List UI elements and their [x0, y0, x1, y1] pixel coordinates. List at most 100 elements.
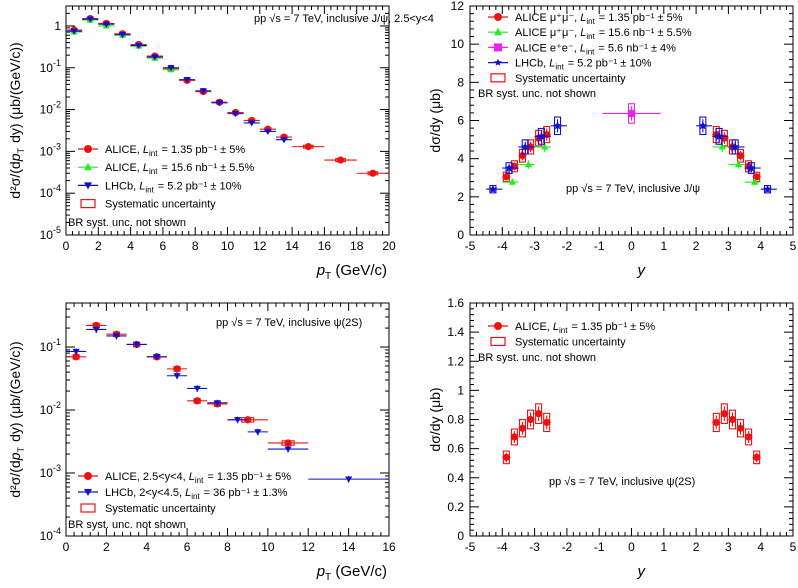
x-axis-label: pT (GeV/c)	[316, 262, 387, 282]
y-tick-label: 0.4	[447, 471, 464, 485]
x-tick-label: 3	[725, 239, 732, 253]
legend-label: BR syst. unc. not shown	[68, 217, 186, 229]
x-tick-label: -2	[562, 540, 573, 554]
data-point	[92, 326, 100, 334]
y-tick-label: 10-5	[40, 225, 61, 242]
x-tick-label: 2	[95, 239, 102, 253]
x-tick-label: 20	[382, 239, 396, 253]
x-tick-label: 2	[693, 239, 700, 253]
y-tick-label: 0.6	[447, 442, 464, 456]
data-point	[502, 173, 510, 181]
legend-label: BR syst. unc. not shown	[68, 519, 186, 531]
data-point	[747, 163, 756, 172]
x-axis-label: pT (GeV/c)	[316, 563, 387, 583]
series-lhcb	[66, 326, 389, 483]
y-tick-label: 1.2	[447, 354, 464, 368]
series-lhcb	[486, 116, 777, 194]
legend: ALICE μ⁺μ⁻, Lint = 1.35 pb⁻¹ ± 5%ALICE μ…	[478, 12, 692, 100]
legend-marker-circle	[84, 472, 92, 480]
legend-label: Systematic uncertainty	[515, 337, 626, 349]
x-tick-label: 14	[342, 540, 356, 554]
data-point	[193, 397, 201, 405]
legend-marker-systematic	[490, 336, 506, 347]
data-point	[213, 400, 222, 407]
x-tick-label: 0	[628, 540, 635, 554]
data-point	[284, 439, 292, 447]
x-tick-label: 12	[302, 540, 316, 554]
data-point	[280, 137, 288, 144]
legend-marker-tri-down	[84, 489, 92, 496]
data-point	[118, 32, 127, 39]
y-axis-label: d²σ/(dpT dy) (μb/(GeV/c))	[7, 341, 26, 497]
x-tick-label: 4	[127, 239, 134, 253]
legend-label: LHCb, 2<y<4.5, Lint = 36 pb⁻¹ ± 1.3%	[105, 487, 288, 501]
data-point	[750, 178, 759, 185]
data-point	[173, 373, 181, 380]
data-point	[151, 54, 159, 61]
data-point	[72, 348, 80, 356]
legend-marker-triangle	[494, 27, 502, 36]
data-point	[133, 341, 141, 349]
data-point	[183, 77, 191, 84]
legend: ALICE, 2.5<y<4, Lint = 1.35 pb⁻¹ ± 5% LHC…	[68, 471, 291, 531]
y-axis-label: dσ/dy (μb)	[427, 88, 443, 152]
series-alice-ee	[602, 103, 661, 124]
data-point	[173, 365, 181, 373]
series-alice-mumu-15-6-nb-1	[502, 141, 761, 186]
legend-marker-circle	[84, 145, 92, 153]
legend-marker-star	[494, 58, 502, 66]
data-point	[248, 120, 256, 127]
data-point	[231, 111, 240, 118]
x-tick-label: 14	[285, 239, 299, 253]
data-point	[284, 446, 292, 453]
y-tick-label: 4	[457, 152, 464, 166]
y-tick-label: 1	[457, 383, 464, 397]
x-tick-label: 12	[253, 239, 267, 253]
x-tick-label: 0	[63, 239, 70, 253]
y-tick-label: 12	[451, 0, 465, 13]
data-point	[199, 88, 207, 95]
chart-psi2s_pt: 0 2 4 6 8 10 12 14 16 10-1 10-2 10-3 10-4 pT (GeV/c) d…	[7, 302, 396, 583]
legend-marker-systematic	[490, 73, 506, 83]
data-point	[70, 28, 78, 35]
x-tick-label: -3	[529, 239, 540, 253]
y-tick-label: 10	[451, 37, 465, 51]
legend-marker-systematic	[80, 199, 96, 209]
x-axis-label: y	[636, 262, 646, 279]
data-point	[504, 163, 514, 172]
data-point	[744, 433, 753, 441]
data-point	[153, 354, 161, 361]
x-tick-label: 16	[382, 540, 396, 554]
data-point	[698, 121, 708, 130]
legend-label: LHCb, Lint = 5.2 pb⁻¹ ± 10%	[515, 58, 652, 72]
x-tick-label: -5	[465, 540, 476, 554]
annotation: pp √s = 7 TeV, inclusive ψ(2S)	[216, 317, 362, 329]
data-point	[233, 417, 242, 424]
data-point	[254, 429, 262, 436]
legend-label: ALICE, 2.5<y<4, Lint = 1.35 pb⁻¹ ± 5%	[105, 471, 291, 485]
data-point	[112, 333, 121, 340]
annotation: pp √s = 7 TeV, inclusive ψ(2S)	[549, 476, 695, 488]
legend-marker-triangle	[84, 162, 92, 171]
data-point	[543, 418, 551, 427]
data-point	[714, 131, 724, 140]
data-point	[718, 142, 726, 150]
series-lhcb	[66, 16, 293, 144]
data-point	[736, 424, 745, 432]
series-alice-15-6-nb-1	[66, 16, 180, 73]
legend-label: Systematic uncertainty	[515, 73, 626, 85]
data-point	[730, 142, 740, 151]
legend-label: LHCb, Lint = 5.2 pb⁻¹ ± 10%	[105, 180, 242, 194]
legend-label: ALICE e⁺e⁻, Lint = 5.6 nb⁻¹ ± 4%	[515, 42, 676, 56]
x-tick-label: 5	[790, 239, 797, 253]
legend-label: ALICE μ⁺μ⁻, Lint = 1.35 pb⁻¹ ± 5%	[515, 12, 683, 26]
y-tick-label: 10-2	[40, 400, 61, 417]
legend: ALICE, Lint = 1.35 pb⁻¹ ± 5% ALICE, Lint …	[68, 144, 255, 229]
x-tick-label: 1	[660, 540, 667, 554]
data-point	[215, 100, 224, 107]
legend-label: BR syst. unc. not shown	[478, 352, 596, 364]
x-tick-label: -2	[562, 239, 573, 253]
legend-marker-tri-down	[84, 182, 92, 190]
